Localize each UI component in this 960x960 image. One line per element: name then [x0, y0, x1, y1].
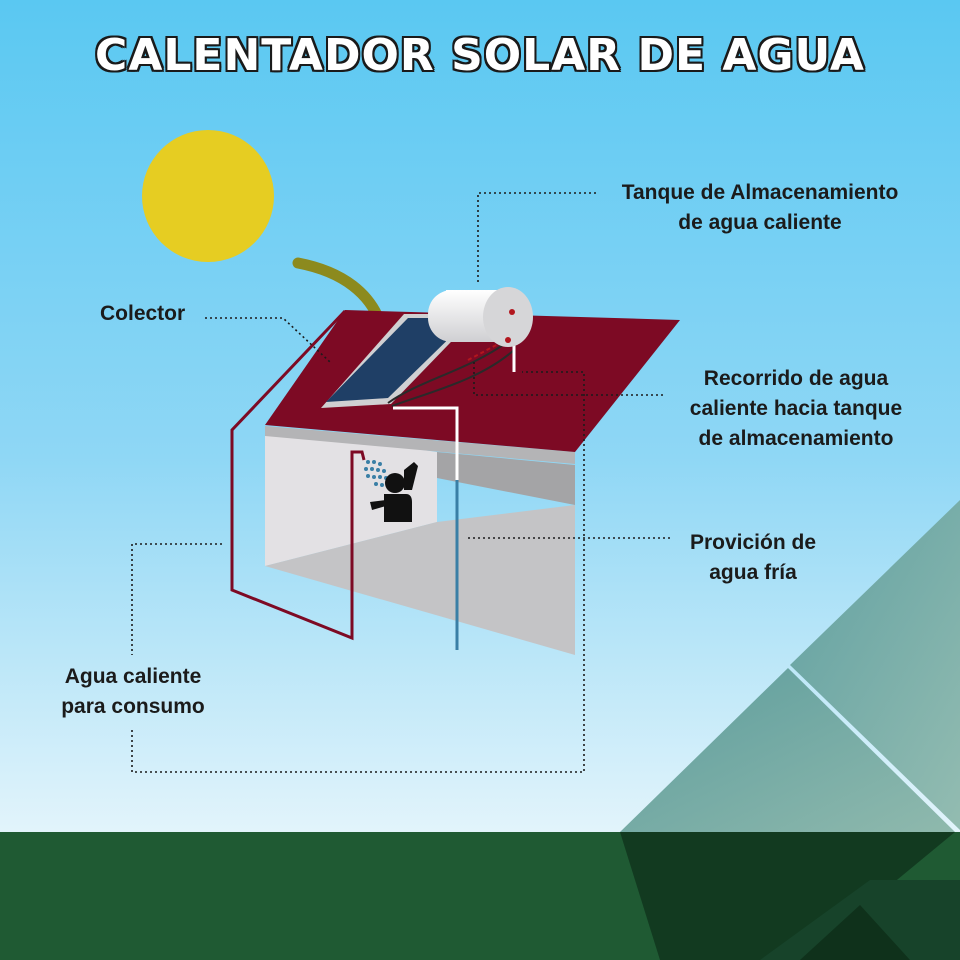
label-tanque: Tanque de Almacenamiento de agua calient…: [621, 181, 899, 234]
house-back-wall: [437, 452, 575, 505]
label-provision: Provición de agua fría: [689, 531, 817, 584]
label-recorrido: Recorrido de agua caliente hacia tanque …: [689, 367, 903, 450]
person-icon: [370, 462, 418, 522]
label-colector: Colector: [100, 302, 186, 325]
leader-recorrido: [473, 362, 665, 396]
ground: [0, 832, 960, 960]
house-floor: [265, 505, 575, 655]
leader-consumo-top: [131, 543, 222, 655]
mountains: [620, 500, 960, 832]
leader-lines: [131, 192, 672, 773]
shower-icon: [352, 450, 388, 487]
page-title: CALENTADOR SOLAR DE AGUA: [95, 30, 865, 81]
storage-tank: [428, 287, 533, 347]
house: [265, 310, 680, 655]
house-roof-fascia: [265, 426, 575, 464]
leader-colector: [205, 317, 331, 363]
sun-icon: [142, 130, 274, 262]
house-roof: [265, 310, 680, 452]
label-consumo: Agua caliente para consumo: [61, 665, 205, 718]
